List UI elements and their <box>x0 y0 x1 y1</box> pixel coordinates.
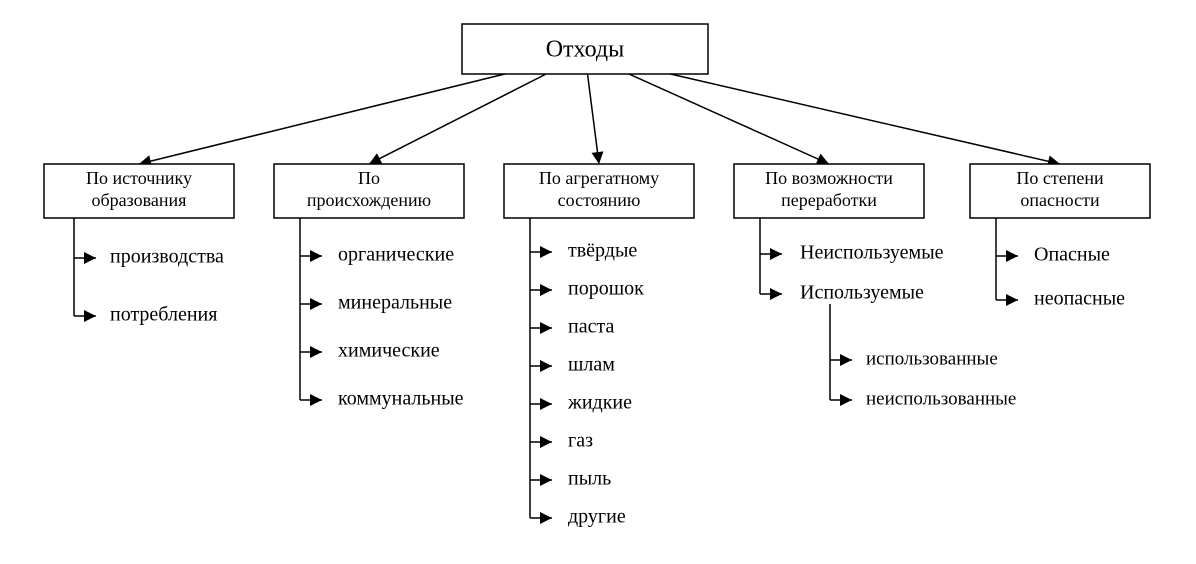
arrowhead <box>592 151 604 164</box>
arrowhead <box>310 394 322 406</box>
item-state: паста <box>568 316 614 338</box>
arrowhead <box>540 436 552 448</box>
category-label-state: состоянию <box>558 190 641 210</box>
connector <box>369 74 546 164</box>
item-recycle: Используемые <box>800 282 924 304</box>
item-state: порошок <box>568 278 644 300</box>
item-state: твёрдые <box>568 240 637 262</box>
arrowhead <box>770 288 782 300</box>
arrowhead <box>310 298 322 310</box>
category-label-origin: По <box>358 168 380 188</box>
arrowhead <box>540 512 552 524</box>
item-source: потребления <box>110 304 217 326</box>
arrowhead <box>84 252 96 264</box>
arrowhead <box>840 394 852 406</box>
arrowhead <box>310 346 322 358</box>
item-origin: химические <box>338 340 440 362</box>
category-label-origin: происхождению <box>307 190 431 210</box>
arrowhead <box>770 248 782 260</box>
item-state: другие <box>568 506 626 528</box>
item-origin: коммунальные <box>338 388 464 410</box>
item-danger: Опасные <box>1034 244 1110 266</box>
category-label-danger: опасности <box>1020 190 1100 210</box>
subitem-recycle: использованные <box>866 348 998 369</box>
item-danger: неопасные <box>1034 288 1125 310</box>
arrowhead <box>840 354 852 366</box>
category-label-state: По агрегатному <box>539 168 659 188</box>
waste-classification-diagram: Отходы По источникуобразования производств… <box>0 0 1196 564</box>
connector <box>139 74 505 164</box>
arrowhead <box>540 246 552 258</box>
item-state: шлам <box>568 354 615 376</box>
arrowhead <box>310 250 322 262</box>
item-recycle: Неиспользуемые <box>800 242 944 264</box>
item-state: жидкие <box>567 392 632 414</box>
item-origin: органические <box>338 244 454 266</box>
connector <box>588 74 599 164</box>
category-label-source: образования <box>92 190 187 210</box>
arrowhead <box>540 284 552 296</box>
item-origin: минеральные <box>338 292 452 314</box>
item-state: пыль <box>568 468 611 490</box>
root-label: Отходы <box>546 37 625 63</box>
item-state: газ <box>568 430 593 452</box>
arrowhead <box>540 474 552 486</box>
category-label-source: По источнику <box>86 168 192 188</box>
arrowhead <box>1006 250 1018 262</box>
subitem-recycle: неиспользованные <box>866 388 1016 409</box>
category-label-recycle: По возможности <box>765 168 893 188</box>
arrowhead <box>540 360 552 372</box>
category-label-danger: По степени <box>1016 168 1104 188</box>
arrowhead <box>84 310 96 322</box>
arrowhead <box>540 322 552 334</box>
category-label-recycle: переработки <box>781 190 877 210</box>
item-source: производства <box>110 246 224 268</box>
arrowhead <box>540 398 552 410</box>
arrowhead <box>1006 294 1018 306</box>
